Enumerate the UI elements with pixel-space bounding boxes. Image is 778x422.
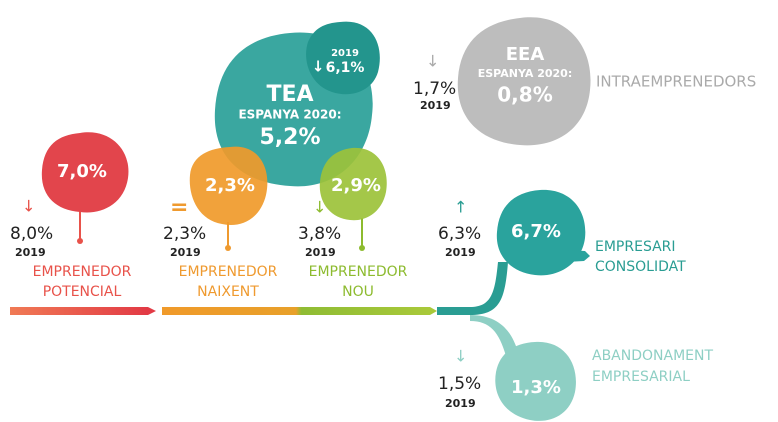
dot — [359, 245, 365, 251]
previous: 1,7% — [413, 79, 456, 99]
blob — [41, 132, 129, 213]
value: 6,7% — [511, 221, 561, 242]
bar-arrow — [430, 307, 437, 315]
arrow: ↑ — [454, 198, 467, 217]
arrow: ↓ — [426, 52, 439, 71]
label: ABANDONAMENT — [592, 348, 713, 364]
label: EMPRENEDOR — [309, 264, 408, 280]
arrow: ↓ — [312, 58, 325, 76]
label: EMPRESARIAL — [592, 369, 690, 385]
previous: 2,3% — [163, 224, 206, 244]
tea-year: 2019 — [331, 48, 359, 59]
blob — [496, 189, 586, 276]
label: NOU — [342, 284, 374, 300]
arrow: ↓ — [454, 347, 467, 366]
bar — [10, 307, 148, 315]
value: 2,9% — [331, 175, 381, 196]
blob — [495, 341, 576, 421]
eea-subtitle: ESPANYA 2020: — [478, 67, 572, 80]
label: POTENCIAL — [43, 284, 122, 300]
previous: 8,0% — [10, 224, 53, 244]
tea-value: 5,2% — [259, 125, 320, 150]
blob-arrow — [566, 250, 590, 262]
previous: 3,8% — [298, 224, 341, 244]
label: INTRAEMPRENEDORS — [596, 73, 756, 91]
eea-title: EEA — [506, 44, 545, 65]
label: EMPRESARI — [595, 239, 676, 255]
year: 2019 — [445, 397, 476, 410]
label: EMPRENEDOR — [33, 264, 132, 280]
arrow: ↓ — [22, 197, 35, 216]
label: EMPRENEDOR — [179, 264, 278, 280]
year: 2019 — [305, 246, 336, 259]
blob — [306, 21, 380, 95]
branch — [470, 315, 518, 356]
value: 2,3% — [205, 175, 255, 196]
bar-arrow — [148, 307, 156, 315]
arrow: ↓ — [313, 198, 326, 217]
value: 7,0% — [57, 161, 107, 182]
equal: = — [170, 195, 188, 220]
blob — [189, 146, 268, 225]
tea-subtitle: ESPANYA 2020: — [238, 108, 341, 122]
dot — [77, 238, 83, 244]
previous: 6,3% — [438, 224, 481, 244]
tea-previous: 6,1% — [326, 60, 365, 76]
branch — [437, 262, 508, 315]
previous: 1,5% — [438, 374, 481, 394]
year: 2019 — [445, 246, 476, 259]
label: NAIXENT — [197, 284, 259, 300]
value: 1,3% — [511, 377, 561, 398]
bar — [162, 307, 430, 315]
label: CONSOLIDAT — [595, 259, 686, 275]
year: 2019 — [170, 246, 201, 259]
year: 2019 — [15, 246, 46, 259]
dot — [225, 245, 231, 251]
blob — [457, 17, 591, 146]
blob — [319, 147, 387, 221]
eea-value: 0,8% — [497, 83, 552, 107]
tea-title: TEA — [266, 82, 313, 107]
year: 2019 — [420, 99, 451, 112]
